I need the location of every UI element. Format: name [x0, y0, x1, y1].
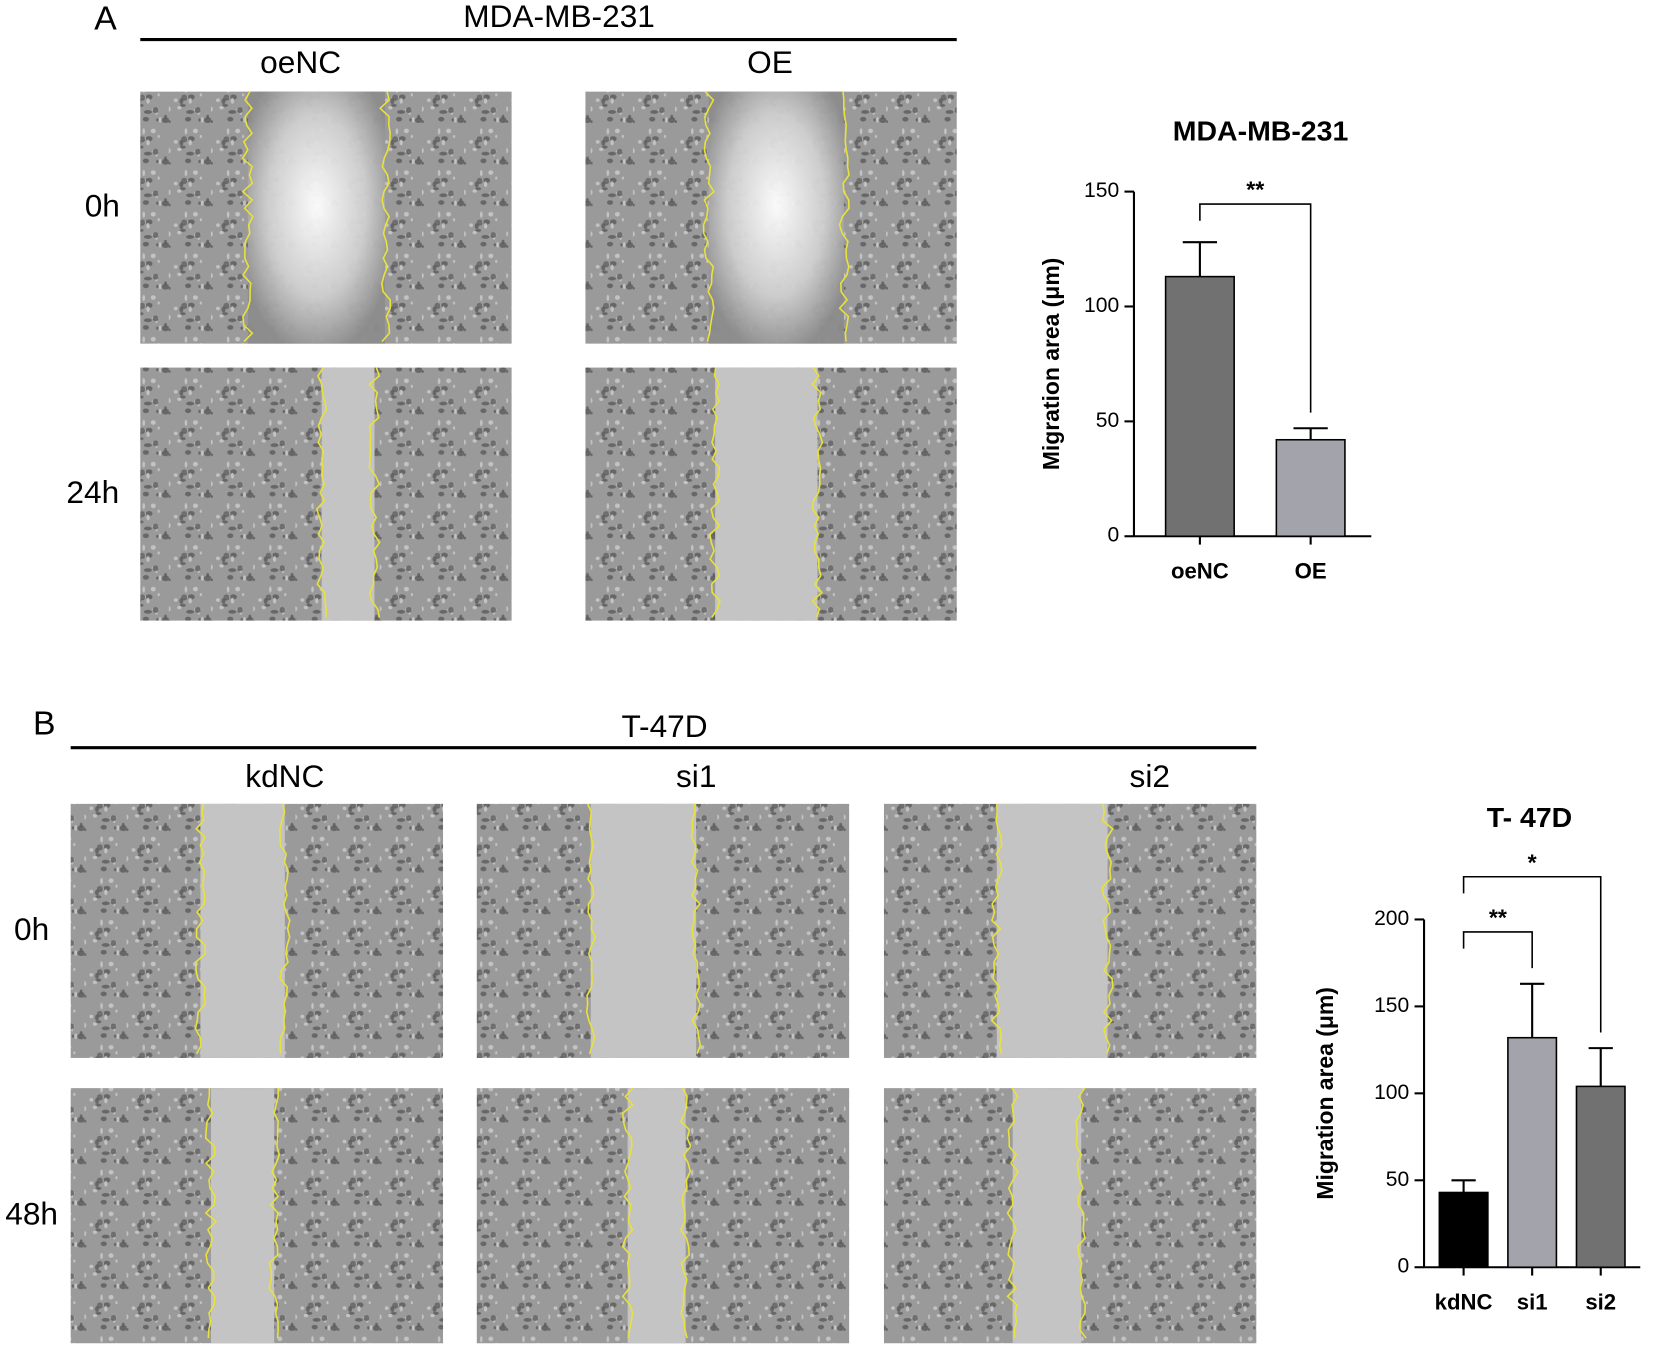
bar: [1575, 1085, 1626, 1269]
wound-edge: [585, 803, 597, 1055]
wound-edge: [811, 367, 824, 618]
wound-edge: [1101, 803, 1114, 1055]
scratch-gap: [210, 1088, 275, 1344]
wound-edge: [709, 367, 721, 618]
wound-edge: [279, 803, 291, 1054]
scratch-gap: [1012, 1088, 1082, 1344]
y-tick-label: 0: [1398, 1255, 1410, 1278]
bar: [1438, 1191, 1489, 1269]
scratch-gap: [321, 367, 375, 621]
significance-bracket: [1199, 203, 1312, 413]
error-bar: [1520, 982, 1545, 1038]
scratch-gap: [627, 1088, 686, 1344]
row-label: 0h: [85, 189, 120, 224]
scratch-gap: [247, 91, 386, 344]
column-label: si2: [1130, 759, 1170, 794]
y-tick-label: 150: [1084, 179, 1119, 202]
scratch-gap: [708, 91, 844, 344]
scratch-gap: [996, 803, 1108, 1058]
wound-edge: [838, 91, 850, 342]
error-bar: [1182, 241, 1218, 277]
chart-title: T- 47D: [1487, 801, 1572, 833]
wound-edge: [690, 803, 702, 1055]
wound-edge: [679, 1087, 692, 1339]
column-label: kdNC: [245, 759, 324, 794]
wound-edge: [990, 803, 1003, 1054]
wound-edge: [621, 1087, 634, 1339]
cell-line-header: T-47D: [621, 709, 707, 744]
bar: [1275, 438, 1346, 538]
column-label: oeNC: [260, 45, 341, 80]
scratch-gap: [200, 803, 285, 1058]
error-bar: [1293, 427, 1328, 440]
wound-edge: [194, 803, 207, 1055]
column-label: si1: [676, 759, 716, 794]
bar: [1507, 1036, 1558, 1269]
panel-label: B: [33, 706, 56, 743]
wound-edge: [241, 91, 254, 343]
y-tick-label: 50: [1386, 1168, 1409, 1191]
wound-edge: [1006, 1087, 1019, 1339]
y-tick-label: 0: [1107, 524, 1119, 547]
significance-label: **: [1489, 905, 1507, 931]
row-label: 0h: [14, 912, 49, 947]
row-label: 48h: [5, 1197, 58, 1232]
wound-edge: [1075, 1087, 1087, 1339]
scratch-gap: [715, 367, 818, 621]
wound-edge: [268, 1088, 281, 1339]
y-tick-label: 100: [1084, 294, 1119, 317]
column-label: OE: [747, 45, 793, 80]
wound-edge: [368, 367, 381, 618]
y-axis-label: Migration area (μm): [1312, 987, 1338, 1199]
scratch-gap: [590, 803, 697, 1058]
wound-edge: [204, 1088, 218, 1339]
significance-label: **: [1246, 177, 1264, 203]
x-tick-label: OE: [1295, 559, 1327, 584]
panel-label: A: [94, 1, 117, 38]
x-tick-label: si1: [1517, 1290, 1548, 1315]
wound-edge: [315, 367, 328, 618]
wound-edge: [702, 91, 716, 342]
y-tick-label: 100: [1374, 1081, 1409, 1104]
chart-title: MDA-MB-231: [1173, 115, 1349, 147]
x-tick-label: si2: [1585, 1290, 1616, 1315]
x-tick-label: oeNC: [1171, 559, 1229, 584]
significance-bracket: [1462, 875, 1602, 1033]
significance-label: *: [1528, 849, 1537, 875]
error-bar: [1588, 1047, 1613, 1087]
y-axis-label: Migration area (μm): [1038, 258, 1064, 470]
wound-edge: [379, 91, 391, 343]
significance-bracket: [1462, 931, 1533, 969]
y-tick-label: 50: [1096, 409, 1119, 432]
x-tick-label: kdNC: [1435, 1290, 1493, 1315]
y-tick-label: 200: [1374, 907, 1409, 930]
bar: [1164, 275, 1235, 538]
cell-line-header: MDA-MB-231: [463, 0, 655, 34]
row-label: 24h: [66, 475, 119, 510]
error-bar: [1451, 1179, 1476, 1193]
y-tick-label: 150: [1374, 994, 1409, 1017]
